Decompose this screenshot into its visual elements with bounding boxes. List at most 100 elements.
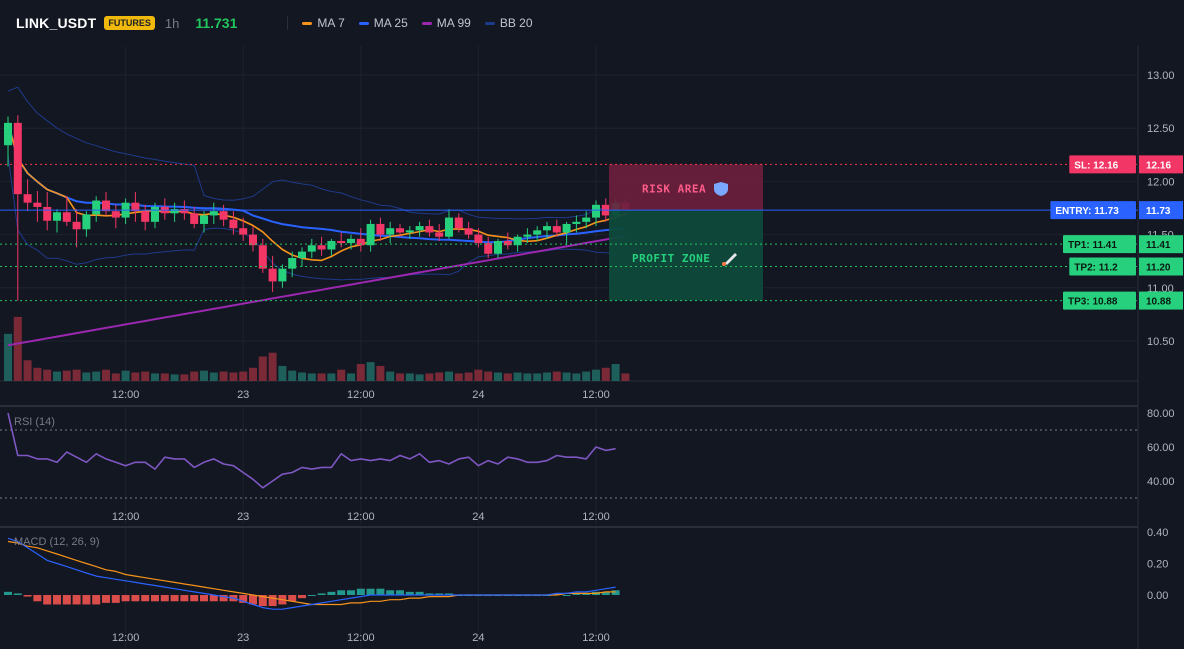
risk-zone-label: RISK AREA <box>642 182 706 195</box>
legend-item-ma-7[interactable]: MA 7 <box>302 16 345 30</box>
volume-bar <box>621 373 630 381</box>
volume-bar <box>307 373 316 381</box>
legend-swatch <box>421 21 432 25</box>
volume-bar <box>582 371 591 381</box>
candle-body <box>415 226 424 231</box>
price-axis-marker-tp1 <box>1139 235 1183 254</box>
volume-bar <box>249 367 257 381</box>
candle-body <box>72 221 81 230</box>
volume-bar <box>229 372 238 381</box>
macd-histogram-bar <box>268 595 277 607</box>
level-tag-entry <box>1050 201 1136 220</box>
legend-swatch <box>358 21 369 25</box>
time-tick-label: 12:00 <box>347 389 375 401</box>
macd-histogram-bar <box>200 595 208 602</box>
time-tick-label: 12:00 <box>112 632 140 644</box>
candle-body <box>102 200 110 212</box>
symbol-name[interactable]: LINK_USDT <box>16 15 97 31</box>
legend-item-bb-20[interactable]: BB 20 <box>484 16 533 30</box>
candle-body <box>151 206 159 222</box>
volume-bar <box>533 373 542 381</box>
macd-histogram-bar <box>307 595 316 596</box>
chart-header: LINK_USDT FUTURES 1h 11.731 MA 7 MA 25 MA … <box>0 0 1184 46</box>
candle-body <box>53 212 61 221</box>
rsi-line <box>7 412 616 489</box>
volume-bar <box>23 360 32 381</box>
macd-histogram-bar <box>552 593 561 595</box>
volume-bar <box>484 371 493 381</box>
candle-body <box>396 228 404 233</box>
candle-body <box>33 202 42 207</box>
macd-histogram-bar <box>180 595 189 602</box>
price-tick-label: 12.50 <box>1147 123 1175 135</box>
volume-bar <box>503 373 512 381</box>
time-tick-label: 23 <box>237 632 249 644</box>
macd-title: MACD (12, 26, 9) <box>14 536 100 548</box>
rocket-flame <box>722 262 726 266</box>
legend-label: MA 7 <box>317 16 345 30</box>
candle-body <box>258 245 267 269</box>
volume-bar <box>180 374 189 381</box>
volume-bar <box>190 371 199 381</box>
macd-histogram-bar <box>249 595 257 605</box>
candle-body <box>131 202 140 212</box>
candle-body <box>62 212 71 222</box>
volume-bar <box>268 352 277 381</box>
legend-item-ma-25[interactable]: MA 25 <box>358 16 408 30</box>
candle-body <box>366 223 375 246</box>
time-tick-label: 12:00 <box>582 389 610 401</box>
price-axis-marker-sl <box>1139 155 1183 174</box>
volume-bar <box>327 373 336 381</box>
price-axis-marker-entry <box>1139 201 1183 220</box>
volume-bar <box>376 365 385 381</box>
shield-icon <box>714 182 728 196</box>
time-tick-label: 23 <box>237 389 249 401</box>
volume-bar <box>592 369 600 381</box>
legend-label: BB 20 <box>499 16 533 30</box>
macd-histogram-bar <box>43 595 52 605</box>
candle-body <box>190 213 199 224</box>
macd-tick-label: 0.00 <box>1147 590 1168 602</box>
macd-histogram-bar <box>562 595 571 596</box>
timeframe-label[interactable]: 1h <box>164 15 180 31</box>
macd-histogram-bar <box>131 595 140 602</box>
level-tag-label: SL: 12.16 <box>1074 160 1118 171</box>
price-axis-marker-tp2 <box>1139 257 1183 276</box>
ma99-line <box>7 235 626 347</box>
volume-bar <box>239 371 248 381</box>
price-tick-label: 12.00 <box>1147 176 1175 188</box>
rsi-title: RSI (14) <box>14 416 55 428</box>
candle-body <box>582 217 591 222</box>
macd-histogram-bar <box>219 595 228 602</box>
volume-bar <box>111 373 120 381</box>
legend-swatch <box>484 21 495 25</box>
macd-histogram-bar <box>239 595 248 603</box>
futures-badge: FUTURES <box>104 16 155 30</box>
candle-body <box>43 206 52 221</box>
price-axis-marker-tp3 <box>1139 291 1183 310</box>
last-price: 11.731 <box>195 15 238 31</box>
volume-bar <box>121 370 130 381</box>
candle-body <box>82 214 91 230</box>
macd-tick-label: 0.40 <box>1147 527 1168 539</box>
macd-histogram-bar <box>92 595 101 605</box>
macd-histogram-bar <box>425 593 434 595</box>
candle-body <box>268 268 277 282</box>
macd-histogram-bar <box>317 593 326 595</box>
candle-body <box>327 240 336 250</box>
macd-histogram-bar <box>376 588 385 595</box>
legend-item-ma-99[interactable]: MA 99 <box>421 16 471 30</box>
volume-bar <box>317 373 326 381</box>
volume-bar <box>494 372 502 381</box>
macd-histogram-bar <box>258 595 267 607</box>
volume-bar <box>435 372 444 381</box>
volume-bar <box>13 316 22 381</box>
time-tick-label: 12:00 <box>582 632 610 644</box>
macd-histogram-bar <box>347 590 355 595</box>
candle-body <box>170 209 179 214</box>
header-divider <box>287 16 289 30</box>
volume-bar <box>278 365 287 381</box>
volume-bar <box>356 364 365 381</box>
level-tag-label: TP3: 10.88 <box>1068 297 1118 308</box>
